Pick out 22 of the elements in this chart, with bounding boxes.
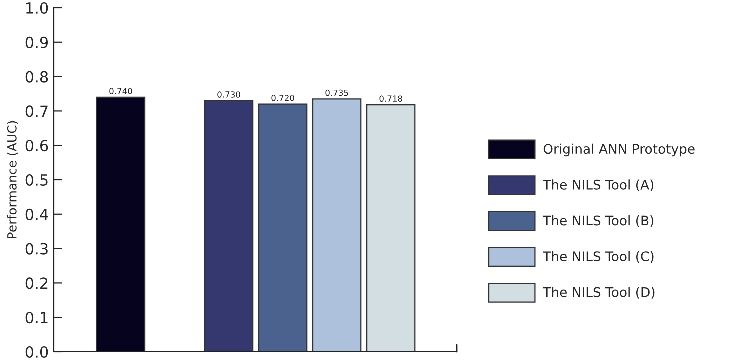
y-tick-label: 0.5 <box>26 174 48 186</box>
y-tick-label: 0.2 <box>26 278 48 290</box>
data-label: 0.720 <box>272 95 294 102</box>
data-label: 0.740 <box>110 88 132 94</box>
data-label: 0.718 <box>380 96 402 102</box>
y-tick-label: 1.0 <box>26 2 48 14</box>
legend-label: Original ANN Prototype <box>544 144 695 157</box>
y-tick-label: 0.7 <box>26 106 48 118</box>
data-label: 0.735 <box>326 90 348 96</box>
y-axis-title: Performance (AUC) <box>7 121 18 238</box>
y-tick-label: 0.0 <box>26 346 48 358</box>
legend-label: The NILS Tool (C) <box>543 251 654 264</box>
legend-label: The NILS Tool (D) <box>543 287 655 299</box>
legend-label: The NILS Tool (A) <box>543 180 654 192</box>
data-label: 0.730 <box>218 92 240 98</box>
y-tick-label: 0.4 <box>26 208 48 220</box>
y-tick-label: 0.3 <box>26 243 48 255</box>
y-tick-label: 0.8 <box>26 71 48 83</box>
y-tick-label: 0.1 <box>26 312 48 324</box>
legend-label: The NILS Tool (B) <box>543 216 654 228</box>
y-tick-label: 0.9 <box>26 36 48 48</box>
y-tick-label: 0.6 <box>26 140 48 152</box>
